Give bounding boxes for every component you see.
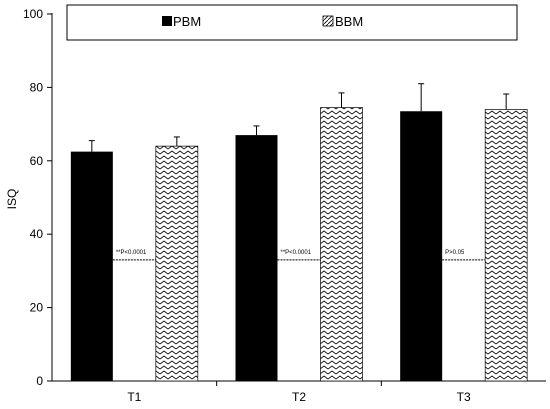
legend-swatch-pbm [162,16,172,26]
significance-label: P>0.05 [445,250,465,256]
annotations: **P<0.0001 **P<0.0001 P>0.05 [116,250,465,256]
bar-pbm-t1 [70,151,113,381]
bar-bbm-t2 [320,107,363,382]
y-tick-label: 20 [30,301,44,315]
legend-label-pbm: PBM [173,14,201,29]
legend-label-bbm: BBM [335,14,363,29]
legend: PBM BBM [66,4,518,41]
bar-bbm-t3 [484,109,528,382]
legend-box [66,4,518,41]
y-tick-label: 40 [30,227,44,241]
bar-pbm-t3 [400,111,443,381]
y-tick-label: 0 [36,374,43,388]
y-axis-label: ISQ [5,189,19,210]
y-tick-label: 100 [23,7,43,21]
significance-label: **P<0.0001 [116,250,147,256]
bar-bbm-t1 [155,145,199,382]
y-tick-label: 80 [30,80,44,94]
bars [70,83,528,382]
significance-label: **P<0.0001 [281,250,312,256]
legend-swatch-bbm [322,15,334,27]
bar-pbm-t2 [235,135,278,381]
x-tick-label: T1 [127,390,141,404]
y-tick-label: 60 [30,154,44,168]
x-tick-label: T2 [292,390,306,404]
x-tick-label: T3 [457,390,471,404]
axes: 0 20 40 60 80 100 T1 T2 T3 [23,7,546,404]
